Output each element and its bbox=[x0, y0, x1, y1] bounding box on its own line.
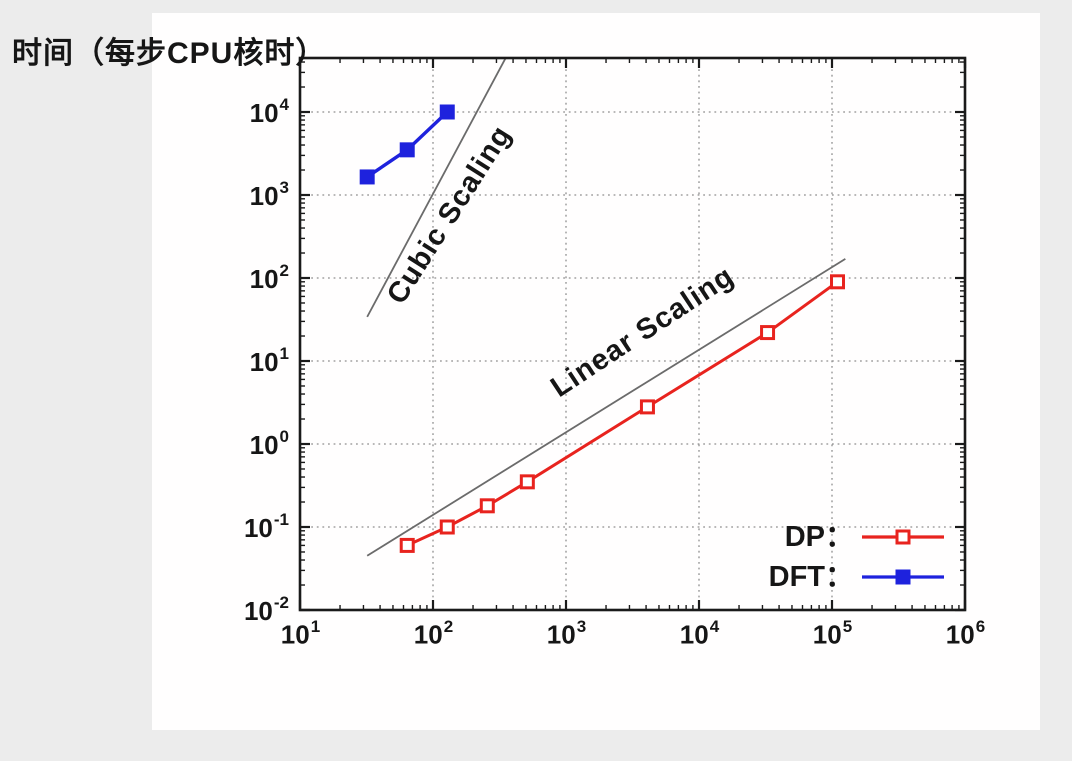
x-tick-label: 101 bbox=[280, 617, 321, 650]
legend-row-dp: DP： bbox=[682, 517, 948, 557]
series-dft bbox=[359, 104, 455, 185]
data-point-dp bbox=[639, 399, 655, 415]
chart-title: 时间（每步CPU核时） bbox=[12, 37, 327, 70]
x-tick-label: 102 bbox=[413, 617, 454, 650]
data-point-dp bbox=[760, 325, 776, 341]
data-point-dp bbox=[479, 498, 495, 514]
x-tick-label: 105 bbox=[812, 617, 853, 650]
y-tick-label: 104 bbox=[249, 95, 289, 128]
legend-sample-dp bbox=[862, 529, 944, 545]
y-tick-label: 10-1 bbox=[243, 510, 289, 543]
data-point-dft bbox=[359, 169, 375, 185]
data-point-dp bbox=[830, 274, 846, 290]
legend-marker-dft bbox=[895, 569, 911, 585]
y-tick-label: 100 bbox=[249, 427, 289, 460]
legend-marker-dp bbox=[895, 529, 911, 545]
y-tick-label: 101 bbox=[249, 344, 289, 377]
reference-line-cubic bbox=[366, 58, 507, 318]
reference-lines bbox=[366, 58, 846, 557]
legend-label-dft: DFT： bbox=[768, 560, 854, 593]
x-tick-label: 106 bbox=[945, 617, 986, 650]
x-tick-label: 103 bbox=[546, 617, 587, 650]
data-point-dp bbox=[519, 474, 535, 490]
grid-lines bbox=[300, 58, 965, 610]
data-point-dft bbox=[439, 104, 455, 120]
y-tick-label: 102 bbox=[249, 261, 289, 294]
reference-line-linear bbox=[366, 258, 846, 557]
data-point-dft bbox=[399, 142, 415, 158]
data-point-dp bbox=[439, 519, 455, 535]
y-tick-label: 10-2 bbox=[243, 593, 289, 626]
y-tick-label: 103 bbox=[249, 178, 289, 211]
legend: DP： DFT： bbox=[682, 517, 948, 597]
x-tick-label: 104 bbox=[679, 617, 720, 650]
series-dp bbox=[399, 274, 846, 553]
series-line-dp bbox=[406, 280, 839, 547]
plot-frame bbox=[298, 56, 967, 612]
linear-scaling-label: Linear Scaling bbox=[545, 260, 740, 404]
data-point-dp bbox=[399, 537, 415, 553]
legend-row-dft: DFT： bbox=[682, 557, 948, 597]
legend-sample-dft bbox=[862, 569, 944, 585]
legend-label-dp: DP： bbox=[784, 520, 854, 553]
